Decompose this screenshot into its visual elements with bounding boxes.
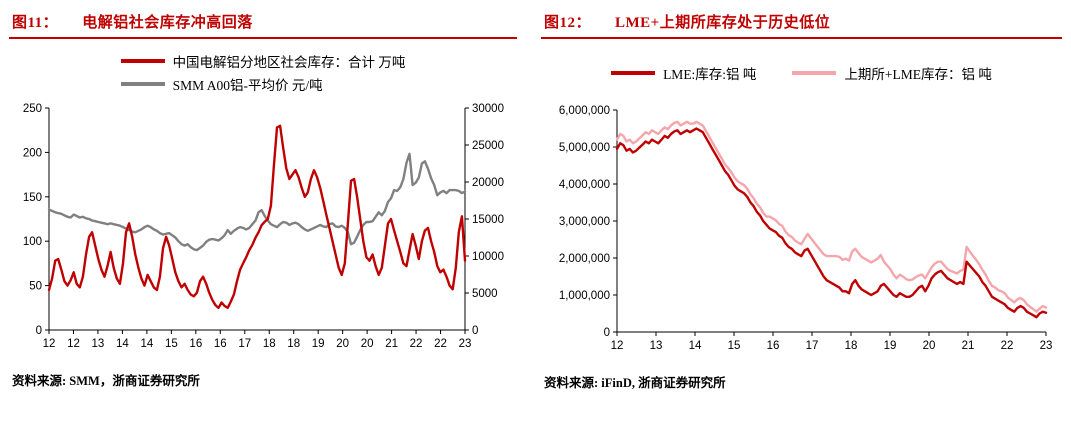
legend-line-swatch: [611, 71, 656, 75]
legend-item: 中国电解铝分地区社会库存：合计 万吨: [120, 51, 406, 71]
y-axis-tick-label: 5,000,000: [559, 142, 610, 154]
x-axis-tick-label: 19: [884, 340, 897, 352]
figure-12-title-rule: [541, 37, 1062, 39]
x-axis-tick-label: 17: [806, 340, 819, 352]
x-axis-tick-label: 18: [287, 338, 300, 350]
report-figures-page: 图11： 电解铝社会库存冲高回落 中国电解铝分地区社会库存：合计 万吨 SMM A0…: [9, 8, 1062, 391]
y2-axis-tick-label: 10000: [472, 251, 504, 263]
series-line: [47, 124, 467, 310]
x-axis-tick-label: 23: [459, 338, 472, 350]
y-axis-tick-label: 200: [23, 147, 42, 159]
y2-axis-tick-label: 0: [472, 325, 478, 337]
legend-item: 上期所+LME库存：铝 吨: [792, 63, 992, 83]
x-axis-tick-label: 23: [1040, 340, 1053, 352]
y2-axis-tick-label: 15000: [472, 214, 504, 226]
x-axis-tick-label: 13: [92, 338, 105, 350]
legend-label: 上期所+LME库存：铝 吨: [844, 67, 992, 82]
legend-label: SMM A00铝-平均价 元/吨: [172, 78, 323, 93]
x-axis-tick-label: 15: [165, 338, 178, 350]
x-axis-tick-label: 14: [116, 338, 129, 350]
y-axis-tick-label: 0: [604, 327, 610, 339]
y-axis-tick-label: 6,000,000: [559, 105, 610, 117]
series-line: [615, 120, 1048, 313]
figure-12-chart: 0 1,000,000 2,000,000 3,000,000 4,000,000 5,0…: [559, 105, 1053, 352]
figure-11-title-rule: [9, 37, 517, 39]
x-axis-tick-label: 16: [767, 340, 780, 352]
x-axis-tick-label: 22: [1001, 340, 1014, 352]
x-axis-tick-label: 20: [361, 338, 374, 350]
y-axis-tick-label: 150: [23, 192, 42, 204]
y-axis-tick-label: 2,000,000: [559, 253, 610, 265]
legend-line-swatch: [792, 71, 837, 75]
series-line: [47, 152, 467, 252]
y2-axis-tick-label: 25000: [472, 140, 504, 152]
figure-12-legend: LME:库存:铝 吨 上期所+LME库存：铝 吨: [541, 63, 1062, 83]
y2-axis-tick-label: 30000: [472, 103, 504, 115]
x-axis-tick-label: 17: [238, 338, 251, 350]
x-axis-tick-label: 12: [67, 338, 80, 350]
x-axis-tick-label: 15: [728, 340, 741, 352]
legend-label: 中国电解铝分地区社会库存：合计 万吨: [172, 55, 406, 70]
x-axis-tick-label: 21: [385, 338, 398, 350]
figure-11-title: 电解铝社会库存冲高回落: [82, 15, 253, 31]
figure-12-header: 图12： LME+上期所库存处于历史低位: [541, 8, 1062, 37]
x-axis-tick-label: 22: [410, 338, 423, 350]
y-axis-tick-label: 0: [36, 325, 42, 337]
x-axis-tick-label: 20: [923, 340, 936, 352]
y-axis-tick-label: 4,000,000: [559, 179, 610, 191]
x-axis-tick-label: 20: [336, 338, 349, 350]
figure-11-chart: 0 50 100 150 200 250 0 5000 10000 15000 20000 25000…: [23, 103, 504, 350]
y-axis-tick-label: 1,000,000: [559, 290, 610, 302]
x-axis-tick-label: 18: [845, 340, 858, 352]
figure-11-source: 资料来源: SMM，浙商证券研究所: [12, 374, 200, 388]
figure-11-number: 图11：: [12, 15, 59, 31]
figure-11-panel: 图11： 电解铝社会库存冲高回落 中国电解铝分地区社会库存：合计 万吨 SMM A0…: [9, 8, 517, 391]
x-axis-tick-label: 14: [689, 340, 702, 352]
figure-12-number: 图12：: [544, 15, 592, 31]
x-axis-tick-label: 12: [611, 340, 624, 352]
y-axis-tick-label: 3,000,000: [559, 216, 610, 228]
x-axis-tick-label: 19: [312, 338, 325, 350]
series-line: [615, 127, 1048, 319]
x-axis-tick-label: 18: [263, 338, 276, 350]
x-axis-tick-label: 12: [43, 338, 56, 350]
figure-12-source: 资料来源: iFinD, 浙商证券研究所: [544, 376, 726, 390]
figure-11-legend: 中国电解铝分地区社会库存：合计 万吨 SMM A00铝-平均价 元/吨: [120, 51, 406, 94]
x-axis-tick-label: 22: [434, 338, 447, 350]
y2-axis-tick-label: 5000: [472, 288, 498, 300]
x-axis-tick-label: 13: [650, 340, 663, 352]
y-axis-tick-label: 250: [23, 103, 42, 115]
figure-12-title: LME+上期所库存处于历史低位: [615, 15, 831, 31]
legend-label: LME:库存:铝 吨: [663, 67, 757, 82]
figure-12-panel: 图12： LME+上期所库存处于历史低位 LME:库存:铝 吨 上期所+LME库存：…: [541, 8, 1062, 391]
x-axis-tick-label: 16: [214, 338, 227, 350]
legend-item: LME:库存:铝 吨: [611, 63, 756, 83]
legend-line-swatch: [120, 59, 165, 63]
figure-11-header: 图11： 电解铝社会库存冲高回落: [9, 8, 517, 37]
x-axis-tick-label: 21: [962, 340, 975, 352]
y-axis-tick-label: 50: [29, 281, 42, 293]
x-axis-tick-label: 14: [140, 338, 153, 350]
y2-axis-tick-label: 20000: [472, 177, 504, 189]
x-axis-tick-label: 16: [189, 338, 202, 350]
y-axis-tick-label: 100: [23, 236, 42, 248]
legend-item: SMM A00铝-平均价 元/吨: [120, 74, 323, 94]
legend-line-swatch: [120, 82, 165, 86]
